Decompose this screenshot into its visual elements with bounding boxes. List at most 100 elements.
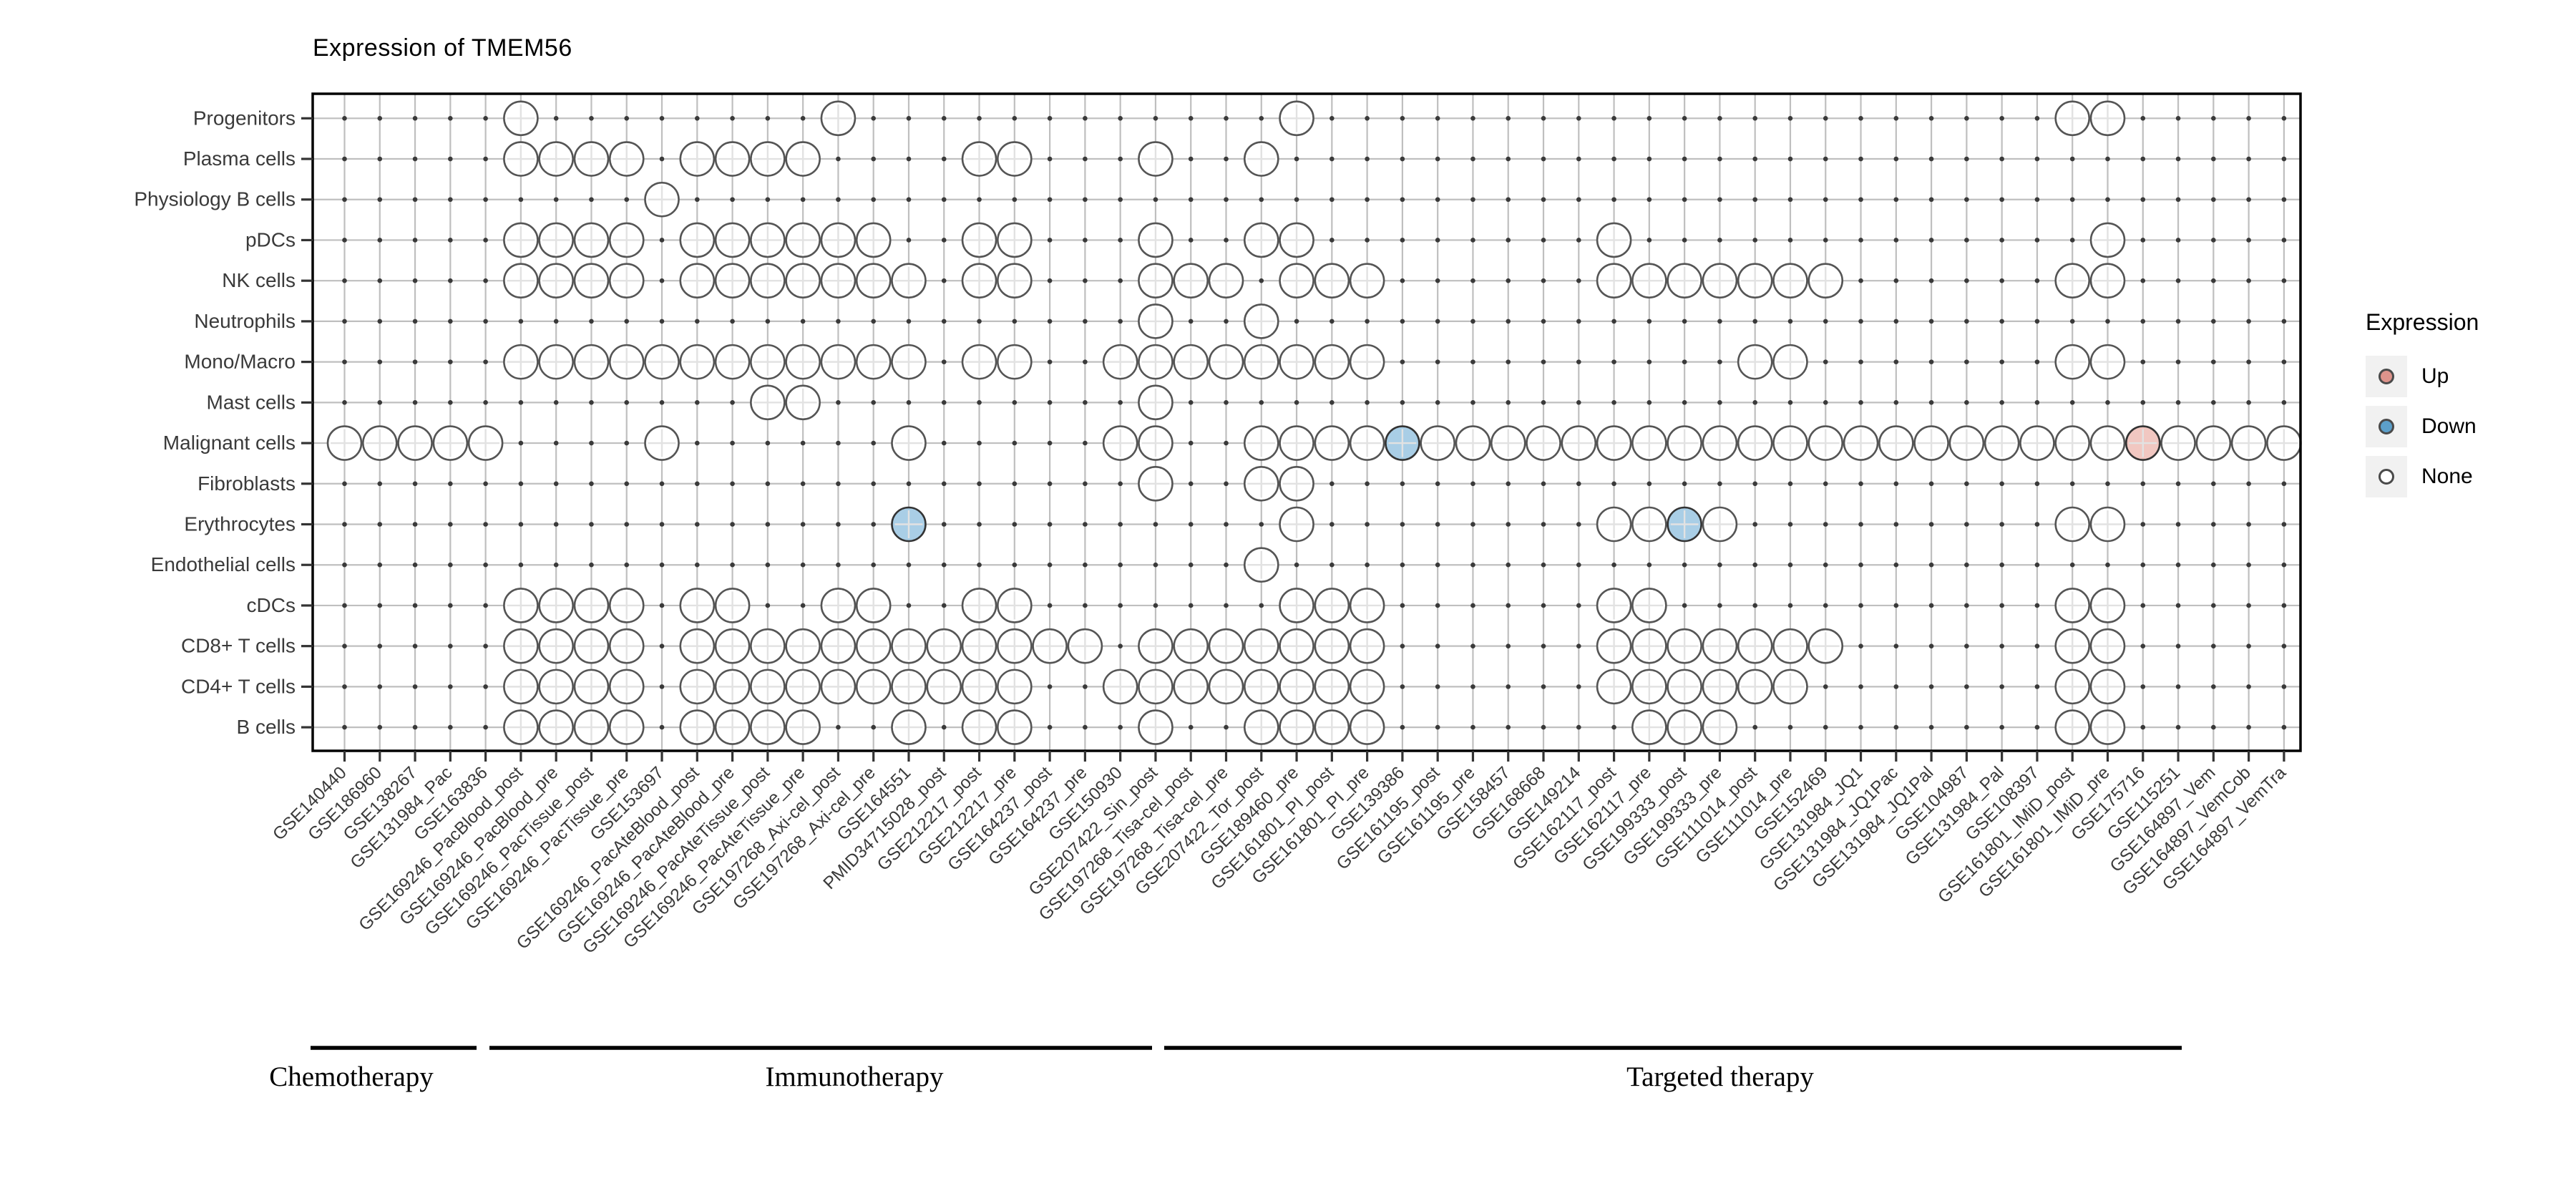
grid-intersection-dot bbox=[836, 481, 841, 487]
grid-intersection-dot bbox=[1576, 603, 1581, 608]
grid-intersection-dot bbox=[1928, 724, 1934, 730]
grid-intersection-dot bbox=[483, 684, 488, 689]
grid-intersection-dot bbox=[2211, 359, 2216, 364]
grid-intersection-dot bbox=[2246, 684, 2251, 689]
grid-intersection-dot bbox=[1999, 359, 2004, 364]
expression-circle-none-ring bbox=[1314, 588, 1350, 623]
grid-intersection-dot bbox=[1787, 400, 1793, 405]
grid-intersection-dot bbox=[1400, 603, 1405, 608]
grid-intersection-dot bbox=[448, 684, 453, 689]
grid-intersection-dot bbox=[624, 522, 630, 527]
grid-intersection-dot bbox=[836, 724, 841, 730]
grid-intersection-dot bbox=[906, 400, 912, 405]
grid-intersection-dot bbox=[1224, 400, 1229, 405]
grid-intersection-dot bbox=[1400, 156, 1405, 162]
legend-label: Down bbox=[2421, 414, 2477, 438]
grid-intersection-dot bbox=[836, 562, 841, 568]
expression-circle-none-ring bbox=[608, 628, 645, 664]
expression-circle-none-ring bbox=[644, 425, 680, 461]
grid-intersection-dot bbox=[1576, 684, 1581, 689]
expression-circle-none-ring bbox=[1667, 263, 1702, 298]
grid-intersection-dot bbox=[1400, 197, 1405, 203]
grid-intersection-dot bbox=[1893, 116, 1899, 121]
grid-intersection-dot bbox=[448, 603, 453, 608]
grid-intersection-dot bbox=[1506, 278, 1511, 283]
grid-intersection-dot bbox=[412, 319, 418, 324]
grid-intersection-dot bbox=[1470, 238, 1475, 243]
expression-circle-none-ring bbox=[997, 141, 1033, 177]
grid-intersection-dot bbox=[1118, 643, 1123, 648]
grid-intersection-dot bbox=[1682, 156, 1687, 162]
grid-intersection-dot bbox=[800, 197, 806, 203]
grid-intersection-dot bbox=[1646, 319, 1652, 324]
grid-intersection-dot bbox=[2281, 359, 2287, 364]
expression-circle-none-ring bbox=[1772, 669, 1808, 705]
grid-intersection-dot bbox=[1823, 359, 1828, 364]
grid-intersection-dot bbox=[1365, 400, 1370, 405]
expression-circle-none-ring bbox=[679, 669, 716, 705]
grid-intersection-dot bbox=[2246, 197, 2251, 203]
grid-intersection-dot bbox=[1224, 522, 1229, 527]
grid-intersection-dot bbox=[2281, 522, 2287, 527]
grid-intersection-dot bbox=[412, 522, 418, 527]
expression-circle-none-ring bbox=[361, 425, 398, 461]
grid-intersection-dot bbox=[1858, 684, 1863, 689]
grid-intersection-dot bbox=[1012, 197, 1018, 203]
expression-circle-none-ring bbox=[855, 669, 892, 705]
grid-intersection-dot bbox=[2211, 724, 2216, 730]
expression-circle-none-ring bbox=[1349, 669, 1385, 705]
expression-circle-none-ring bbox=[573, 669, 610, 705]
expression-circle-none-ring bbox=[855, 344, 892, 380]
grid-intersection-dot bbox=[1330, 481, 1335, 487]
expression-circle-none-ring bbox=[785, 222, 821, 258]
grid-intersection-dot bbox=[1541, 684, 1546, 689]
grid-intersection-dot bbox=[906, 481, 912, 487]
y-axis-label: Mono/Macro bbox=[184, 351, 296, 373]
grid-intersection-dot bbox=[1047, 522, 1053, 527]
grid-intersection-dot bbox=[1083, 197, 1088, 203]
expression-circle-none-ring bbox=[503, 222, 539, 258]
grid-intersection-dot bbox=[1259, 116, 1264, 121]
grid-intersection-dot bbox=[1752, 197, 1757, 203]
grid-intersection-dot bbox=[483, 481, 488, 487]
grid-intersection-dot bbox=[1717, 400, 1722, 405]
expression-circle-none-ring bbox=[503, 709, 539, 745]
expression-circle-none-ring bbox=[1314, 263, 1350, 298]
grid-intersection-dot bbox=[1576, 562, 1581, 568]
grid-intersection-dot bbox=[1365, 156, 1370, 162]
grid-intersection-dot bbox=[1646, 116, 1652, 121]
grid-intersection-dot bbox=[1999, 278, 2004, 283]
grid-intersection-dot bbox=[800, 562, 806, 568]
grid-intersection-dot bbox=[1435, 278, 1440, 283]
grid-intersection-dot bbox=[1047, 197, 1053, 203]
expression-circle-none-ring bbox=[573, 588, 610, 623]
grid-intersection-dot bbox=[1541, 156, 1546, 162]
grid-intersection-dot bbox=[2034, 522, 2040, 527]
grid-intersection-dot bbox=[1858, 481, 1863, 487]
grid-intersection-dot bbox=[553, 522, 559, 527]
grid-intersection-dot bbox=[483, 603, 488, 608]
grid-intersection-dot bbox=[2175, 603, 2181, 608]
expression-circle-none-ring bbox=[1314, 669, 1350, 705]
grid-intersection-dot bbox=[1964, 603, 1969, 608]
grid-intersection-dot bbox=[2175, 684, 2181, 689]
grid-intersection-dot bbox=[1787, 562, 1793, 568]
grid-intersection-dot bbox=[1435, 319, 1440, 324]
expression-circle-none-ring bbox=[1596, 263, 1632, 298]
grid-intersection-dot bbox=[1893, 603, 1899, 608]
expression-circle-none-ring bbox=[2054, 100, 2091, 137]
grid-intersection-dot bbox=[941, 562, 947, 568]
grid-intersection-dot bbox=[412, 238, 418, 243]
grid-intersection-dot bbox=[483, 522, 488, 527]
expression-circle-none-ring bbox=[1349, 588, 1385, 623]
grid-intersection-dot bbox=[1400, 278, 1405, 283]
expression-circle-none-ring bbox=[2160, 425, 2196, 461]
grid-intersection-dot bbox=[483, 238, 488, 243]
grid-intersection-dot bbox=[730, 562, 735, 568]
grid-intersection-dot bbox=[448, 400, 453, 405]
grid-intersection-dot bbox=[836, 522, 841, 527]
grid-intersection-dot bbox=[1012, 481, 1018, 487]
expression-circle-none-ring bbox=[1243, 425, 1279, 461]
grid-intersection-dot bbox=[1576, 359, 1581, 364]
